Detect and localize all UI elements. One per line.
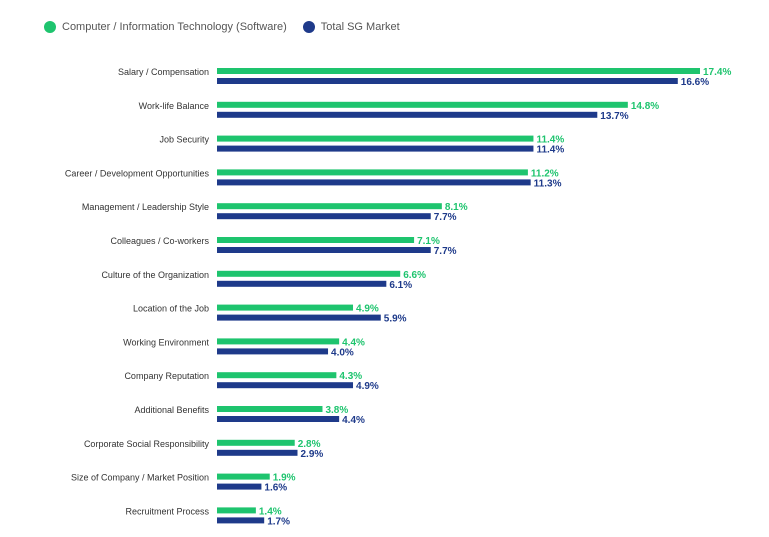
bar-software[interactable] — [217, 270, 401, 277]
category-label: Job Security — [159, 135, 209, 145]
bar-software[interactable] — [217, 135, 534, 142]
bar-market[interactable] — [217, 517, 265, 524]
legend-label-software: Computer / Information Technology (Softw… — [62, 21, 287, 33]
category-label: Size of Company / Market Position — [71, 473, 209, 483]
bar-software[interactable] — [217, 372, 337, 379]
bar-software[interactable] — [217, 203, 442, 210]
bar-market[interactable] — [217, 483, 262, 490]
bar-software[interactable] — [217, 338, 340, 345]
bar-software[interactable] — [217, 304, 354, 311]
bar-market[interactable] — [217, 111, 598, 118]
data-label-market: 2.9% — [301, 449, 324, 460]
data-label-market: 4.9% — [356, 381, 379, 392]
data-label-software: 17.4% — [703, 67, 731, 78]
data-label-software: 4.9% — [356, 304, 379, 315]
bar-market[interactable] — [217, 449, 298, 456]
data-label-software: 2.8% — [298, 439, 321, 450]
data-label-software: 6.6% — [403, 270, 426, 281]
bar-software[interactable] — [217, 473, 270, 480]
bar-software[interactable] — [217, 439, 295, 446]
chart-legend: Computer / Information Technology (Softw… — [44, 21, 416, 33]
category-label: Work-life Balance — [139, 101, 209, 111]
bar-software[interactable] — [217, 101, 628, 108]
bar-software[interactable] — [217, 68, 700, 74]
category-label: Recruitment Process — [125, 506, 209, 516]
data-label-software: 8.1% — [445, 202, 468, 213]
category-label: Corporate Social Responsibility — [84, 439, 210, 449]
data-label-software: 3.8% — [325, 405, 348, 416]
data-label-software: 14.8% — [631, 101, 659, 112]
legend-marker-market — [302, 21, 315, 33]
bar-market[interactable] — [217, 78, 678, 84]
bar-market[interactable] — [217, 348, 329, 355]
data-label-market: 1.6% — [264, 483, 287, 494]
data-label-software: 11.4% — [536, 135, 564, 146]
data-label-market: 4.0% — [331, 347, 354, 358]
bar-software[interactable] — [217, 169, 528, 176]
category-label: Culture of the Organization — [101, 270, 209, 280]
legend-item-software[interactable]: Computer / Information Technology (Softw… — [44, 21, 287, 33]
bar-software[interactable] — [217, 237, 415, 243]
data-label-market: 6.1% — [389, 280, 412, 291]
bar-market[interactable] — [217, 280, 387, 287]
data-label-market: 7.7% — [434, 212, 457, 223]
category-label: Working Environment — [123, 337, 209, 347]
category-label: Salary / Compensation — [118, 67, 209, 77]
data-label-market: 4.4% — [342, 415, 365, 426]
data-label-market: 16.6% — [681, 77, 709, 88]
category-label: Additional Benefits — [134, 405, 209, 415]
bar-market[interactable] — [217, 382, 354, 389]
category-label: Company Reputation — [124, 371, 209, 381]
bar-market[interactable] — [217, 213, 431, 220]
data-label-software: 7.1% — [417, 236, 440, 247]
category-label: Location of the Job — [133, 304, 209, 314]
data-label-software: 11.2% — [531, 168, 559, 179]
data-label-software: 4.3% — [339, 371, 362, 382]
data-label-software: 4.4% — [342, 337, 365, 348]
data-label-software: 1.9% — [273, 473, 296, 484]
data-label-market: 13.7% — [600, 111, 628, 122]
data-label-market: 11.4% — [536, 145, 564, 156]
legend-label-market: Total SG Market — [320, 21, 400, 33]
category-label: Colleagues / Co-workers — [110, 236, 209, 246]
bar-market[interactable] — [217, 179, 531, 186]
data-label-software: 1.4% — [259, 506, 282, 517]
bar-market[interactable] — [217, 247, 431, 253]
legend-item-market[interactable]: Total SG Market — [302, 21, 400, 33]
bar-software[interactable] — [217, 406, 323, 412]
category-label: Career / Development Opportunities — [65, 168, 210, 178]
data-label-market: 7.7% — [434, 246, 457, 257]
data-label-market: 5.9% — [384, 314, 407, 325]
bar-market[interactable] — [217, 416, 340, 422]
legend-marker-software — [44, 21, 56, 33]
data-label-market: 1.7% — [267, 516, 290, 527]
bar-market[interactable] — [217, 314, 381, 321]
bar-software[interactable] — [217, 507, 256, 514]
data-label-market: 11.3% — [534, 178, 562, 189]
category-label: Management / Leadership Style — [82, 202, 209, 212]
bar-market[interactable] — [217, 145, 534, 152]
